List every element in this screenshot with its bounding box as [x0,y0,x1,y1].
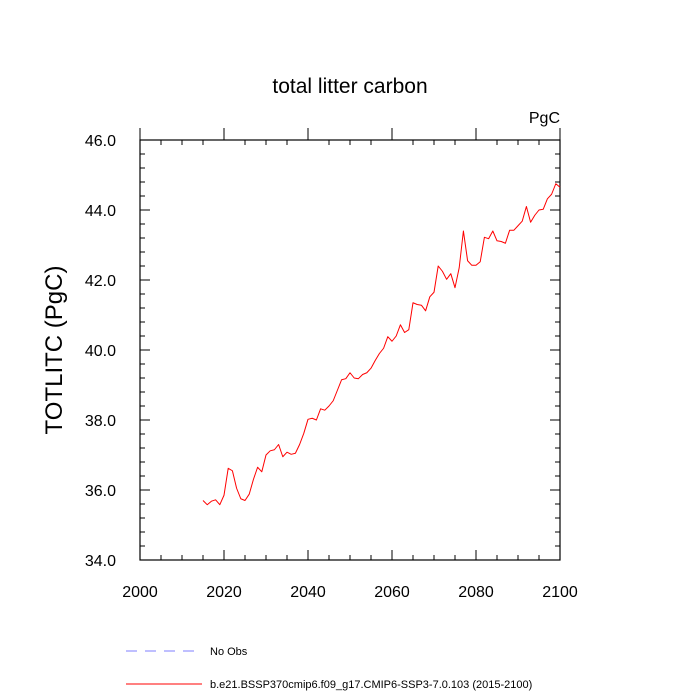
x-tick-label: 2080 [458,584,494,601]
x-tick-label: 2100 [542,584,578,601]
y-axis: 34.0 36.0 38.0 40.0 42.0 44.0 46.0 [85,133,560,570]
legend-label-no-obs: No Obs [210,646,248,658]
legend-label-model: b.e21.BSSP370cmip6.f09_g17.CMIP6-SSP3-7.… [210,679,532,691]
y-axis-label: TOTLITC (PgC) [41,266,68,435]
x-axis: 2000 2020 2040 2060 2080 2100 [122,128,578,601]
y-tick-label: 34.0 [85,553,116,570]
y-tick-label: 46.0 [85,133,116,150]
x-tick-label: 2020 [206,584,242,601]
x-tick-label: 2040 [290,584,326,601]
x-tick-label: 2000 [122,584,158,601]
chart-title: total litter carbon [272,75,427,98]
plot-border [139,139,561,561]
x-tick-label: 2060 [374,584,410,601]
y-tick-label: 44.0 [85,203,116,220]
units-label: PgC [529,110,560,127]
y-tick-label: 40.0 [85,343,116,360]
y-tick-label: 42.0 [85,273,116,290]
series-line [202,183,561,506]
legend: No Obs b.e21.BSSP370cmip6.f09_g17.CMIP6-… [126,646,532,691]
y-tick-label: 36.0 [85,483,116,500]
series-layer [202,183,561,506]
plot-frame [139,139,561,561]
y-tick-label: 38.0 [85,413,116,430]
